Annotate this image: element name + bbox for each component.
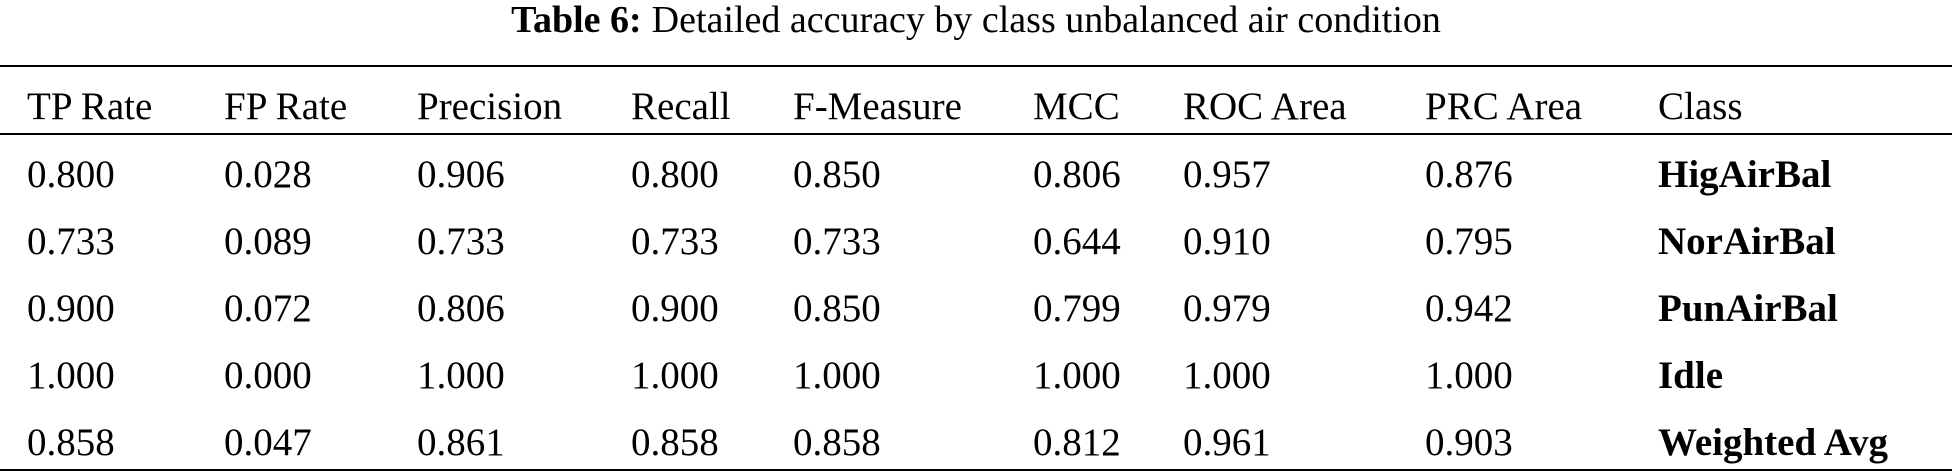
- value-cell: 0.800: [27, 153, 115, 196]
- value-cell: 1.000: [1033, 354, 1121, 397]
- value-cell: 0.733: [793, 220, 881, 263]
- value-cell: 0.047: [224, 421, 312, 464]
- value-cell: 1.000: [631, 354, 719, 397]
- value-cell: 0.000: [224, 354, 312, 397]
- value-cell: 1.000: [793, 354, 881, 397]
- value-cell: 0.072: [224, 287, 312, 330]
- class-cell: Idle: [1658, 354, 1724, 397]
- value-cell: 0.942: [1425, 287, 1513, 330]
- header-cell: TP Rate: [27, 85, 153, 128]
- class-cell: Weighted Avg: [1658, 421, 1889, 464]
- value-cell: 0.910: [1183, 220, 1271, 263]
- value-cell: 0.799: [1033, 287, 1121, 330]
- value-cell: 0.733: [417, 220, 505, 263]
- header-cell: FP Rate: [224, 85, 348, 128]
- value-cell: 0.876: [1425, 153, 1513, 196]
- value-cell: 0.900: [27, 287, 115, 330]
- value-cell: 1.000: [27, 354, 115, 397]
- header-cell: Recall: [631, 85, 731, 128]
- value-cell: 0.644: [1033, 220, 1121, 263]
- header-cell: PRC Area: [1425, 85, 1583, 128]
- class-cell: PunAirBal: [1658, 287, 1838, 330]
- value-cell: 0.903: [1425, 421, 1513, 464]
- value-cell: 0.812: [1033, 421, 1121, 464]
- value-cell: 0.850: [793, 287, 881, 330]
- header-cell: ROC Area: [1183, 85, 1347, 128]
- class-cell: HigAirBal: [1658, 153, 1832, 196]
- value-cell: 0.800: [631, 153, 719, 196]
- header-cell: Class: [1658, 85, 1743, 128]
- value-cell: 0.806: [417, 287, 505, 330]
- value-cell: 0.028: [224, 153, 312, 196]
- value-cell: 1.000: [1425, 354, 1513, 397]
- value-cell: 0.858: [27, 421, 115, 464]
- header-rule: [0, 133, 1952, 135]
- value-cell: 0.961: [1183, 421, 1271, 464]
- value-cell: 0.795: [1425, 220, 1513, 263]
- header-cell: MCC: [1033, 85, 1120, 128]
- value-cell: 0.733: [27, 220, 115, 263]
- value-cell: 0.906: [417, 153, 505, 196]
- value-cell: 1.000: [1183, 354, 1271, 397]
- value-cell: 0.806: [1033, 153, 1121, 196]
- value-cell: 0.858: [631, 421, 719, 464]
- value-cell: 0.900: [631, 287, 719, 330]
- caption-label: Table 6:: [511, 0, 642, 41]
- value-cell: 0.957: [1183, 153, 1271, 196]
- value-cell: 0.979: [1183, 287, 1271, 330]
- value-cell: 0.733: [631, 220, 719, 263]
- value-cell: 0.850: [793, 153, 881, 196]
- header-cell: Precision: [417, 85, 563, 128]
- value-cell: 0.861: [417, 421, 505, 464]
- caption-text: Detailed accuracy by class unbalanced ai…: [651, 0, 1441, 41]
- header-cell: F-Measure: [793, 85, 962, 128]
- top-rule: [0, 65, 1952, 67]
- class-cell: NorAirBal: [1658, 220, 1836, 263]
- value-cell: 0.858: [793, 421, 881, 464]
- table-caption: Table 6: Detailed accuracy by class unbal…: [0, 0, 1952, 40]
- bottom-rule: [0, 469, 1952, 471]
- value-cell: 1.000: [417, 354, 505, 397]
- value-cell: 0.089: [224, 220, 312, 263]
